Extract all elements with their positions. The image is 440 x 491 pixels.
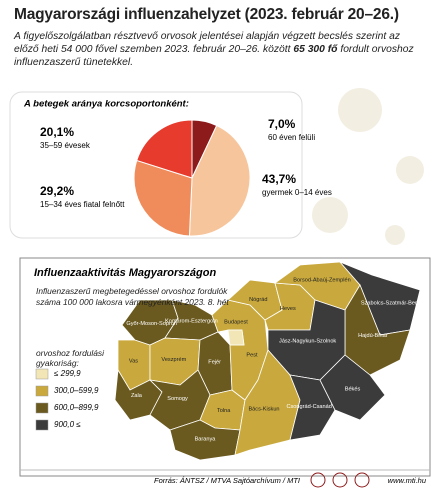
intro-text: fordult orvoshoz influenzaszerű tünetekk… — [14, 44, 414, 68]
county-label: Bács-Kiskun — [248, 406, 279, 412]
county-label: Pest — [246, 352, 258, 358]
decor — [312, 197, 348, 233]
category-label: 60 éven felüli — [268, 133, 315, 142]
legend-title: orvoshoz fordulási gyakoriság: — [36, 348, 104, 368]
decor — [396, 156, 424, 184]
county-label: Csongrád-Csanád — [286, 404, 331, 410]
county-label: Jász-Nagykun-Szolnok — [279, 339, 336, 345]
title: Magyarországi influenzahelyzet (2023. fe… — [14, 6, 399, 23]
value-label: 20,1% — [40, 125, 74, 139]
legend-label: 300,0–599,9 — [54, 386, 99, 395]
county — [319, 354, 386, 421]
value-label: 43,7% — [262, 172, 296, 186]
county-label: Budapest — [224, 319, 248, 325]
intro-bold: 65 300 fő — [293, 44, 338, 55]
county — [234, 349, 301, 456]
county-label: Heves — [280, 306, 296, 312]
intro-text: A figyelőszolgálatban résztvevő orvosok … — [14, 31, 400, 55]
category-label: 15–34 éves fiatal felnőtt — [40, 200, 125, 209]
county-label: Tolna — [217, 408, 231, 414]
pie-slice — [188, 124, 251, 237]
county-label: Nógrád — [249, 297, 267, 303]
value-label: 29,2% — [40, 184, 74, 198]
pie-title: A betegek aránya korcsoportonként: — [23, 99, 189, 110]
category-label: 35–59 évesek — [40, 141, 91, 150]
url: www.mti.hu — [388, 476, 427, 485]
county-label: Vas — [129, 358, 138, 364]
source: Forrás: ÁNTSZ / MTVA Sajtóarchívum / MTI — [154, 476, 300, 485]
county-label: Veszprém — [161, 357, 186, 363]
legend-label: 600,0–899,9 — [54, 403, 99, 412]
county-label: Hajdú-Bihar — [358, 333, 388, 339]
legend-label: ≤ 299,9 — [54, 369, 81, 378]
county-label: Győr-Moson-Sopron — [126, 321, 177, 327]
county-label: Komárom-Esztergom — [165, 319, 218, 325]
county-label: Borsod-Abaúj-Zemplén — [293, 277, 351, 283]
county-label: Békés — [345, 387, 361, 393]
decor — [385, 225, 405, 245]
map-title: Influenzaaktivitás Magyarországon — [34, 267, 216, 279]
legend-swatch — [35, 368, 49, 380]
decor — [338, 88, 382, 132]
legend-label: 900,0 ≤ — [54, 420, 81, 429]
county-label: Somogy — [167, 396, 188, 402]
legend-swatch — [35, 419, 49, 431]
logo — [332, 472, 348, 488]
category-label: gyermek 0–14 éves — [262, 188, 332, 197]
county-label: Baranya — [195, 436, 217, 442]
county — [227, 329, 245, 346]
pie-slice — [136, 119, 193, 179]
county-label: Fejér — [208, 359, 221, 365]
logo — [354, 472, 370, 488]
pie-slice — [133, 159, 193, 237]
county-label: Zala — [131, 393, 143, 399]
value-label: 7,0% — [268, 117, 296, 131]
county-label: Szabolcs-Szatmár-Bereg — [361, 300, 423, 306]
intro: A figyelőszolgálatban résztvevő orvosok … — [14, 30, 426, 69]
legend-swatch — [35, 385, 49, 397]
logo — [310, 472, 326, 488]
map-subtitle: Influenzaszerű megbetegedéssel orvoshoz … — [36, 286, 229, 307]
legend-swatch — [35, 402, 49, 414]
